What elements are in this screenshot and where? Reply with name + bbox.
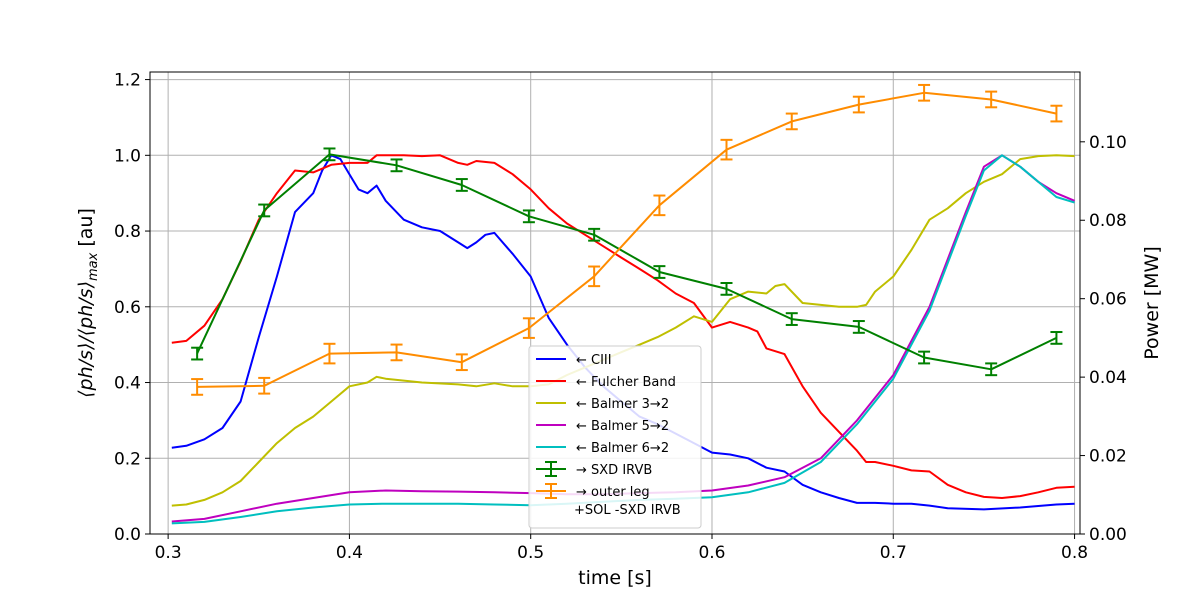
series-sxd-irvb-errorbar — [588, 227, 601, 242]
y-right-tick-label: 0.02 — [1089, 447, 1127, 467]
series-sxd-irvb-errorbar — [785, 312, 798, 326]
series-outer-leg-sol-sxd-irvb-errorbar — [785, 112, 798, 131]
series-outer-leg-sol-sxd-irvb-errorbar — [653, 194, 666, 217]
series-outer-leg-sol-sxd-irvb-errorbar — [588, 265, 601, 288]
series-sxd-irvb-errorbar — [852, 320, 865, 334]
legend-label-line: ← CIII — [576, 353, 612, 368]
series-outer-leg-sol-sxd-irvb-errorbar — [323, 342, 336, 365]
y-axis-left-label-subscript: max — [86, 252, 101, 281]
y-axis-left-label-unit: [au] — [75, 208, 97, 253]
legend-label-line: +SOL -SXD IRVB — [574, 503, 681, 518]
series-outer-leg-sol-sxd-irvb-errorbar — [918, 83, 931, 102]
legend-label-line: → SXD IRVB — [576, 463, 652, 478]
x-tick-label: 0.8 — [1061, 543, 1088, 563]
series-outer-leg-sol-sxd-irvb-errorbar — [455, 353, 468, 372]
series-balmer-3-2-line — [171, 154, 1075, 507]
y-left-tick-label: 0.4 — [114, 374, 141, 394]
series-outer-leg-sol-sxd-irvb-errorbar — [522, 317, 535, 339]
series-sxd-irvb-errorbar — [390, 158, 403, 173]
y-axis-right-label: Power [MW] — [1141, 246, 1163, 360]
y-left-tick-label: 1.2 — [114, 71, 141, 91]
legend-entry: → SXD IRVB — [536, 461, 652, 478]
y-right-tick-label: 0.00 — [1089, 525, 1127, 545]
legend-entry: ← Balmer 3→2 — [536, 397, 669, 412]
series-outer-leg-sol-sxd-irvb-errorbar — [191, 378, 204, 396]
x-tick-label: 0.7 — [880, 543, 907, 563]
legend: ← CIII ← Fulcher Band ← Balmer 3→2 ← Balmer… — [528, 345, 702, 529]
series-sxd-irvb-errorbar — [455, 178, 468, 192]
x-tick-label: 0.5 — [517, 543, 544, 563]
series-outer-leg-sol-sxd-irvb-line — [197, 91, 1057, 388]
series-outer-leg-sol-sxd-irvb-errorbar — [985, 90, 998, 109]
legend-label-line: → outer leg — [576, 485, 650, 500]
series-sxd-irvb-errorbar — [720, 281, 733, 296]
series-sxd-irvb-errorbar — [258, 203, 271, 218]
legend-entry: ← CIII — [536, 353, 612, 368]
plot-frame — [149, 71, 1081, 535]
series-outer-leg-sol-sxd-irvb-errorbar — [258, 376, 271, 395]
legend-label: ← Balmer 5→2 — [576, 419, 669, 434]
x-axis-label: time [s] — [578, 567, 652, 589]
x-tick-label: 0.3 — [155, 543, 182, 563]
series-ciii-line — [171, 154, 1075, 511]
series-sxd-irvb-errorbar — [323, 147, 336, 162]
series-sxd-irvb-errorbar — [918, 350, 931, 365]
legend-label-line: ← Fulcher Band — [576, 375, 676, 390]
legend-label: → SXD IRVB — [576, 463, 652, 478]
legend-label: ← Fulcher Band — [576, 375, 676, 390]
legend-label-line: ← Balmer 3→2 — [576, 397, 669, 412]
legend-label: → outer leg +SOL -SXD IRVB — [574, 485, 681, 518]
series-layer — [171, 83, 1075, 525]
series-sxd-irvb-errorbar — [522, 209, 535, 224]
legend-box — [528, 345, 702, 529]
legend-label: ← CIII — [576, 353, 612, 368]
series-outer-leg-sol-sxd-irvb-errorbar — [720, 138, 733, 161]
series-sxd-irvb-errorbar — [1050, 331, 1063, 345]
y-left-tick-label: 0.2 — [114, 449, 141, 469]
series-sxd-irvb-errorbar — [191, 346, 204, 361]
y-axis-left-label: ⟨ph/s⟩/⟨ph/s⟩max [au] — [75, 208, 101, 398]
legend-label-line: ← Balmer 5→2 — [576, 419, 669, 434]
series-sxd-irvb-errorbar — [985, 362, 998, 377]
y-right-tick-label: 0.06 — [1089, 290, 1127, 310]
series-fulcher-band-line — [171, 154, 1075, 499]
legend-entry: ← Balmer 6→2 — [536, 441, 669, 456]
y-axis-left-label-main: ⟨ph/s⟩/⟨ph/s⟩ — [75, 281, 97, 398]
y-right-tick-label: 0.08 — [1089, 211, 1127, 231]
legend-entry: ← Balmer 5→2 — [536, 419, 669, 434]
series-outer-leg-sol-sxd-irvb-errorbar — [390, 343, 403, 362]
y-left-tick-label: 0.8 — [114, 222, 141, 242]
series-outer-leg-sol-sxd-irvb-errorbar — [852, 95, 865, 114]
series-sxd-irvb-line — [196, 153, 1057, 371]
legend-label-line: ← Balmer 6→2 — [576, 441, 669, 456]
ticks: 0.3 0.4 0.5 0.6 0.7 0.8 0.0 0.2 0.4 0.6 0.8 1.0 1.2 0… — [114, 71, 1127, 563]
legend-entry: → outer leg +SOL -SXD IRVB — [536, 483, 681, 518]
legend-entry: ← Fulcher Band — [536, 375, 676, 390]
y-right-tick-label: 0.10 — [1089, 133, 1127, 153]
y-left-tick-label: 0.6 — [114, 298, 141, 318]
legend-label: ← Balmer 3→2 — [576, 397, 669, 412]
series-outer-leg-sol-sxd-irvb-errorbar — [1050, 104, 1063, 123]
y-right-tick-label: 0.04 — [1089, 368, 1127, 388]
series-sxd-irvb-errorbar — [653, 265, 666, 279]
x-tick-label: 0.6 — [698, 543, 725, 563]
x-tick-label: 0.4 — [336, 543, 363, 563]
y-left-tick-label: 1.0 — [114, 146, 141, 166]
legend-label: ← Balmer 6→2 — [576, 441, 669, 456]
y-left-tick-label: 0.0 — [114, 525, 141, 545]
